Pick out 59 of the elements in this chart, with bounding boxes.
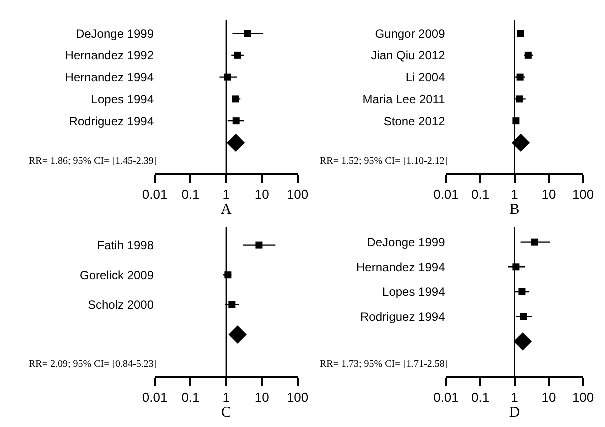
- x-tick-label: 10: [542, 390, 556, 405]
- x-tick-label: 0.01: [142, 390, 168, 405]
- x-tick-label: 0.01: [434, 390, 459, 405]
- point: [520, 313, 528, 320]
- x-tick-label: 0.01: [142, 186, 168, 202]
- y-tick-label: Li 2004: [406, 70, 446, 85]
- annotation: RR= 2.09; 95% CI= [0.84-5.23]: [29, 359, 158, 370]
- y-tick-label: Rodriguez 1994: [69, 114, 154, 128]
- y-tick-label: Lopes 1994: [382, 285, 446, 300]
- annotation: RR= 1.73; 95% CI= [1.71-2.58]: [320, 359, 448, 370]
- x-tick-label: 100: [286, 186, 309, 202]
- y-tick-label: Scholz 2000: [88, 298, 154, 312]
- y-tick-label: Lopes 1994: [91, 92, 154, 106]
- x-tick-label: 10: [254, 186, 270, 202]
- y-tick-label: Fatih 1998: [97, 238, 154, 252]
- point: [514, 332, 532, 351]
- point: [512, 134, 530, 152]
- point: [226, 134, 246, 152]
- x-tick-label: 10: [542, 186, 556, 202]
- x-tick-label: 0.1: [471, 390, 490, 405]
- x-axis-title: B: [510, 202, 520, 218]
- x-tick-label: 0.01: [434, 186, 459, 202]
- x-axis-title: C: [221, 404, 232, 421]
- annotation: RR= 1.86; 95% CI= [1.45-2.39]: [29, 156, 158, 167]
- point: [516, 96, 524, 103]
- x-tick-label: 0.1: [182, 390, 200, 405]
- x-axis-title: D: [509, 404, 520, 421]
- y-tick-label: Hernandez 1994: [356, 260, 446, 274]
- point: [518, 288, 526, 296]
- x-axis-title: A: [220, 202, 232, 218]
- x-tick-label: 1: [511, 390, 518, 405]
- x-tick-label: 1: [511, 186, 518, 202]
- y-tick-label: DeJonge 1999: [367, 236, 446, 250]
- point: [524, 52, 532, 59]
- point: [517, 30, 524, 38]
- point: [232, 96, 240, 103]
- x-tick-label: 100: [572, 186, 594, 202]
- point: [516, 74, 524, 81]
- point: [232, 118, 240, 125]
- x-tick-label: 10: [254, 390, 270, 405]
- x-tick-label: 1: [222, 186, 230, 202]
- x-tick-label: 100: [286, 390, 309, 405]
- y-tick-label: Maria Lee 2011: [362, 92, 446, 106]
- y-tick-label: Hernandez 1992: [65, 48, 154, 63]
- annotation: RR= 1.52; 95% CI= [1.10-2.12]: [320, 156, 448, 167]
- y-tick-label: Gungor 2009: [375, 26, 446, 41]
- y-tick-label: Stone 2012: [384, 114, 446, 128]
- x-tick-label: 0.1: [471, 186, 490, 202]
- x-tick-label: 100: [572, 390, 594, 405]
- y-tick-label: Gorelick 2009: [80, 268, 154, 282]
- point: [244, 30, 252, 38]
- x-tick-label: 0.1: [182, 186, 200, 202]
- y-tick-label: Jian Qiu 2012: [371, 48, 446, 63]
- x-tick-label: 1: [222, 390, 230, 405]
- point: [532, 238, 539, 246]
- y-tick-label: DeJonge 1999: [76, 26, 154, 41]
- point: [234, 52, 242, 59]
- y-tick-label: Rodriguez 1994: [360, 310, 446, 324]
- y-tick-label: Hernandez 1994: [65, 70, 154, 85]
